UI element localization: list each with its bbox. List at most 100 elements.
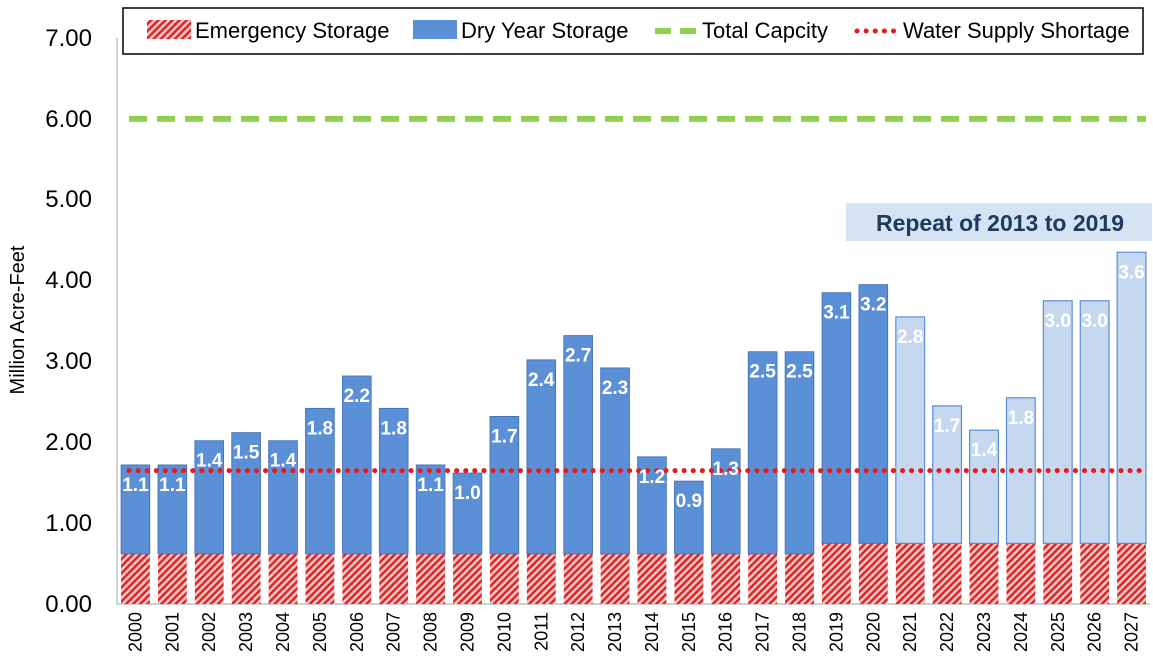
bar-emergency-2012	[563, 553, 593, 604]
x-tick-label-2010: 2010	[494, 612, 514, 652]
bar-emergency-2017	[748, 553, 778, 604]
data-label-2022: 1.7	[934, 416, 960, 437]
legend-label-total-capacity: Total Capcity	[702, 18, 828, 43]
bar-emergency-2023	[969, 543, 999, 604]
bar-emergency-2001	[157, 553, 187, 604]
bar-dry-year-2013	[600, 367, 630, 555]
bar-emergency-2016	[711, 553, 741, 604]
data-label-2026: 3.0	[1081, 311, 1107, 332]
data-label-2004: 1.4	[270, 451, 297, 472]
x-tick-label-2019: 2019	[826, 612, 846, 652]
data-label-2013: 2.3	[602, 378, 628, 399]
data-label-2012: 2.7	[565, 346, 591, 367]
data-label-2017: 2.5	[749, 362, 776, 383]
y-tick-label: 2.00	[45, 429, 92, 456]
bar-emergency-2015	[674, 553, 704, 604]
legend-label-shortage: Water Supply Shortage	[903, 18, 1130, 43]
x-tick-labels: 2000 2001 2002 2003 2004 2005 2006 2007 2008 2009…	[125, 612, 1141, 652]
x-tick-label-2000: 2000	[125, 612, 145, 652]
data-label-2016: 1.3	[713, 459, 739, 480]
data-label-2001: 1.1	[159, 475, 186, 496]
bar-emergency-2009	[453, 553, 482, 604]
x-tick-label-2005: 2005	[310, 612, 330, 652]
x-tick-label-2026: 2026	[1085, 612, 1105, 652]
bar-dry-year-2000	[120, 464, 151, 555]
data-label-2014: 1.2	[639, 467, 665, 488]
bar-emergency-2006	[342, 553, 372, 604]
bars	[120, 251, 1147, 604]
bar-dry-year-2025	[1042, 300, 1073, 544]
bar-emergency-2003	[231, 553, 261, 604]
bar-dry-year-2002	[194, 440, 225, 555]
data-label-2024: 1.8	[1008, 408, 1034, 429]
bar-dry-year-2017	[747, 351, 778, 555]
data-label-2006: 2.2	[344, 386, 370, 407]
bar-dry-year-2021	[895, 316, 926, 544]
bar-dry-year-2022	[932, 405, 963, 544]
data-label-2003: 1.5	[233, 443, 260, 464]
data-label-2019: 3.1	[823, 303, 850, 324]
legend-label-emergency: Emergency Storage	[195, 18, 389, 43]
bar-dry-year-2001	[157, 464, 188, 555]
bar-emergency-2004	[268, 553, 298, 604]
y-tick-label: 3.00	[45, 348, 92, 375]
bar-emergency-2010	[489, 553, 519, 604]
bar-dry-year-2018	[784, 351, 815, 555]
x-tick-label-2009: 2009	[457, 612, 477, 652]
data-label-2020: 3.2	[860, 295, 886, 316]
x-tick-label-2002: 2002	[199, 612, 219, 652]
bar-emergency-2002	[194, 553, 224, 604]
x-tick-label-2004: 2004	[273, 612, 293, 652]
x-tick-label-2012: 2012	[568, 612, 588, 652]
x-tick-label-2021: 2021	[900, 612, 920, 652]
bar-dry-year-2019	[821, 292, 852, 544]
bar-dry-year-2010	[489, 416, 520, 555]
legend-frame	[122, 7, 1144, 55]
x-tick-label-2018: 2018	[790, 612, 810, 652]
y-tick-label: 5.00	[45, 186, 92, 213]
data-label-2002: 1.4	[196, 451, 223, 472]
data-label-2010: 1.7	[491, 426, 517, 447]
bar-emergency-2025	[1043, 543, 1073, 604]
bar-dry-year-2027	[1116, 251, 1147, 544]
legend: Emergency Storage Dry Year Storage Total…	[122, 7, 1144, 55]
bar-dry-year-2012	[563, 335, 593, 555]
annotation-text: Repeat of 2013 to 2019	[876, 210, 1124, 236]
legend-swatch-emergency	[147, 20, 191, 39]
x-tick-label-2020: 2020	[863, 612, 883, 652]
x-tick-label-2008: 2008	[421, 612, 441, 652]
data-label-2027: 3.6	[1118, 262, 1144, 283]
x-tick-label-2001: 2001	[162, 612, 182, 652]
x-tick-label-2013: 2013	[605, 612, 625, 652]
data-label-2008: 1.1	[417, 475, 444, 496]
bar-emergency-2005	[305, 553, 335, 604]
bar-emergency-2011	[526, 553, 556, 604]
x-tick-label-2011: 2011	[531, 612, 551, 651]
data-labels: 1.1 1.1 1.4 1.5 1.4 1.8 2.2 1.8 1.1 1.0 1.7 2.4 2.7 2…	[122, 262, 1145, 512]
y-axis-label: Million Acre-Feet	[7, 245, 29, 394]
bar-emergency-2007	[379, 553, 409, 604]
x-tick-label-2023: 2023	[974, 612, 994, 652]
y-tick-label: 0.00	[45, 591, 92, 618]
annotation: Repeat of 2013 to 2019	[846, 203, 1152, 241]
y-tick-label: 6.00	[45, 106, 92, 133]
x-tick-label-2003: 2003	[236, 612, 256, 652]
bar-dry-year-2015	[674, 480, 704, 555]
bar-dry-year-2004	[268, 440, 298, 555]
y-tick-labels: 0.00 1.00 2.00 3.00 4.00 5.00 6.00 7.00	[45, 25, 92, 618]
bar-emergency-2024	[1006, 543, 1036, 604]
bar-emergency-2019	[822, 543, 851, 604]
bar-dry-year-2011	[526, 359, 557, 555]
annotation-background	[846, 203, 1152, 241]
y-tick-label: 1.00	[45, 510, 92, 537]
bar-dry-year-2007	[378, 407, 409, 555]
data-label-2000: 1.1	[122, 475, 149, 496]
bar-dry-year-2003	[231, 432, 261, 555]
x-tick-label-2016: 2016	[716, 612, 736, 652]
x-tick-label-2022: 2022	[937, 612, 957, 652]
x-tick-label-2006: 2006	[347, 612, 367, 652]
bar-emergency-2026	[1080, 543, 1110, 604]
bar-emergency-2018	[785, 553, 814, 604]
bar-emergency-2000	[121, 553, 150, 604]
